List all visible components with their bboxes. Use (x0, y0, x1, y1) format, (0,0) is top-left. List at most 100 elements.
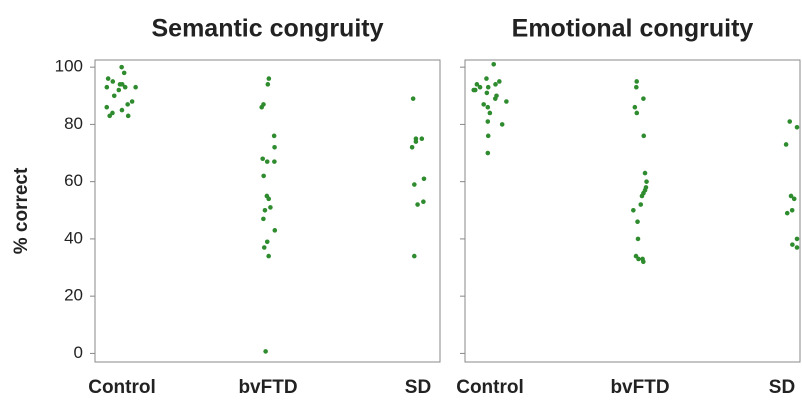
point (636, 256, 641, 262)
point (635, 236, 641, 242)
point (485, 150, 491, 156)
point (415, 202, 420, 207)
point (110, 110, 115, 116)
point (104, 84, 110, 90)
plot-frame (464, 59, 801, 363)
plot-frame (94, 59, 441, 363)
point (266, 196, 272, 202)
point (639, 193, 645, 199)
point (471, 87, 477, 93)
y-tick-label: 40 (64, 228, 83, 247)
point (409, 145, 415, 150)
point (110, 79, 116, 84)
x-tick-label: bvFTD (238, 377, 297, 398)
point (261, 245, 267, 250)
point (105, 76, 111, 81)
point (133, 84, 138, 90)
point (260, 156, 265, 162)
point (266, 76, 272, 81)
point (419, 136, 425, 142)
point (265, 82, 271, 87)
point (644, 179, 649, 184)
point (641, 96, 646, 101)
point (410, 96, 416, 101)
x-tick-label: SD (769, 377, 795, 398)
point (259, 104, 265, 110)
point (261, 173, 266, 179)
point (641, 133, 647, 139)
point (107, 113, 112, 119)
point (125, 113, 131, 119)
point (493, 82, 498, 87)
point (261, 216, 266, 222)
point (125, 102, 130, 107)
point (122, 84, 128, 90)
point (271, 133, 277, 139)
point (634, 84, 639, 90)
point (129, 99, 135, 104)
point (477, 84, 483, 90)
point (794, 124, 800, 130)
point (119, 64, 124, 70)
point (790, 242, 795, 247)
y-tick-label: 20 (64, 286, 83, 305)
point (485, 119, 491, 124)
point (485, 133, 491, 139)
point (631, 207, 636, 213)
point (119, 107, 125, 113)
point (504, 99, 509, 104)
point (412, 182, 417, 187)
point (474, 82, 480, 87)
point (262, 207, 268, 213)
point (492, 96, 498, 101)
point (787, 119, 793, 124)
point (485, 104, 491, 110)
point (119, 82, 125, 87)
chart-title: Emotional congruity (512, 15, 754, 43)
point (268, 205, 273, 210)
point (789, 207, 795, 213)
x-tick-label: bvFTD (610, 377, 669, 398)
chart-title: Semantic congruity (152, 15, 384, 43)
y-axis-label: % correct (11, 167, 32, 254)
point (783, 142, 789, 147)
point (634, 110, 640, 116)
point (116, 87, 122, 93)
point (791, 196, 797, 202)
point (104, 104, 110, 110)
point (794, 245, 800, 250)
point (421, 199, 426, 204)
point (499, 122, 505, 127)
point (788, 193, 794, 199)
point (794, 236, 800, 242)
y-tick-label: 60 (64, 171, 83, 190)
point (642, 170, 648, 176)
point (413, 139, 419, 144)
point (264, 159, 270, 164)
point (497, 79, 502, 84)
point (263, 349, 268, 354)
point (485, 84, 491, 90)
point (272, 159, 277, 164)
y-tick-label: 100 (55, 57, 83, 76)
point (121, 70, 127, 76)
point (421, 176, 427, 182)
point (266, 253, 271, 259)
point (491, 61, 497, 67)
y-tick-label: 0 (74, 343, 83, 362)
point (412, 253, 417, 259)
point (784, 210, 790, 216)
point (484, 90, 490, 96)
point (632, 104, 638, 110)
x-tick-label: Control (88, 377, 156, 398)
point (264, 239, 270, 245)
point (484, 76, 489, 81)
point (641, 259, 646, 265)
point (634, 79, 639, 84)
x-tick-label: SD (405, 377, 431, 398)
point (635, 219, 640, 225)
point (272, 145, 277, 150)
point (638, 202, 644, 207)
x-tick-label: Control (456, 377, 524, 398)
point (272, 228, 278, 233)
